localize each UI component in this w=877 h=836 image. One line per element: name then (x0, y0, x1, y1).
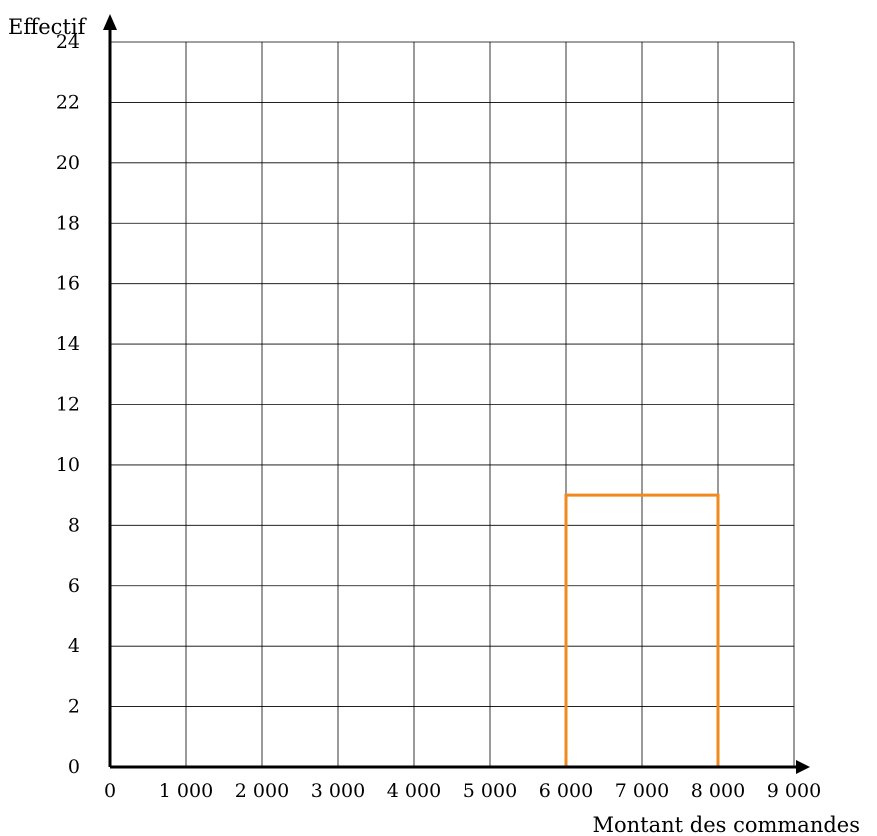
x-tick-label: 3 000 (311, 780, 365, 802)
grid (110, 42, 794, 767)
x-tick-label: 2 000 (235, 780, 289, 802)
y-axis-label: Effectif (8, 15, 88, 39)
y-tick-label: 2 (68, 696, 80, 718)
y-tick-label: 6 (68, 575, 80, 597)
y-tick-label: 18 (56, 212, 80, 234)
y-tick-label: 0 (68, 756, 80, 778)
x-tick-label: 9 000 (767, 780, 821, 802)
x-tick-label: 8 000 (691, 780, 745, 802)
x-tick-label: 5 000 (463, 780, 517, 802)
y-tick-label: 22 (56, 91, 80, 113)
x-axis-label: Montant des commandes (592, 813, 860, 836)
x-axis-arrow (796, 760, 810, 774)
x-tick-label: 6 000 (539, 780, 593, 802)
y-tick-label: 14 (56, 333, 80, 355)
x-tick-label: 7 000 (615, 780, 669, 802)
y-tick-label: 10 (56, 454, 80, 476)
x-tick-label: 1 000 (159, 780, 213, 802)
y-axis-arrow (103, 14, 117, 30)
axes (103, 14, 810, 774)
x-tick-label: 4 000 (387, 780, 441, 802)
tick-labels: 02468101214161820222401 0002 0003 0004 0… (56, 31, 821, 802)
y-tick-label: 8 (68, 514, 80, 536)
y-tick-label: 12 (56, 394, 80, 416)
y-tick-label: 16 (56, 273, 80, 295)
y-tick-label: 4 (68, 635, 80, 657)
y-tick-label: 20 (56, 152, 80, 174)
x-tick-label: 0 (104, 780, 116, 802)
